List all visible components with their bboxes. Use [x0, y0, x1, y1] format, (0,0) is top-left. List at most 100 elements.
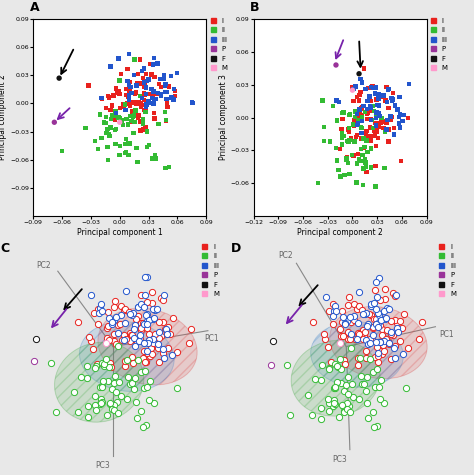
Text: C: C	[1, 242, 10, 255]
Point	[137, 291, 145, 299]
Point	[143, 310, 151, 317]
Point	[396, 337, 403, 344]
Point	[113, 89, 120, 96]
Point	[353, 111, 361, 118]
Point	[131, 99, 138, 106]
Point	[150, 54, 158, 61]
Point	[352, 83, 359, 90]
Point	[162, 117, 170, 125]
Point	[356, 331, 363, 338]
Point	[160, 75, 168, 83]
Point	[104, 92, 112, 100]
Ellipse shape	[55, 342, 144, 422]
Point	[155, 334, 163, 342]
Point	[387, 113, 394, 120]
Point	[375, 318, 383, 326]
Point	[404, 114, 412, 122]
Point	[358, 129, 365, 137]
Point	[116, 320, 124, 328]
Point	[125, 373, 132, 381]
Point	[402, 385, 410, 392]
Point	[103, 411, 110, 418]
Point	[339, 332, 346, 340]
Point	[353, 94, 361, 101]
Point	[360, 65, 368, 72]
Point	[114, 321, 121, 328]
Point	[405, 80, 412, 88]
Point	[336, 413, 343, 420]
Point	[94, 321, 102, 328]
Point	[98, 307, 105, 314]
Point	[149, 299, 156, 307]
Point	[157, 294, 164, 302]
Point	[383, 98, 391, 105]
Point	[145, 97, 152, 104]
Point	[139, 115, 146, 123]
Point	[381, 128, 389, 136]
Point	[332, 307, 340, 314]
Point	[102, 119, 109, 127]
Point	[121, 362, 129, 370]
Point	[376, 395, 384, 403]
Point	[97, 111, 104, 118]
Point	[356, 354, 364, 361]
Point	[109, 319, 116, 326]
Point	[55, 75, 63, 82]
Point	[150, 110, 158, 117]
Point	[372, 110, 380, 117]
Point	[104, 378, 112, 385]
Point	[112, 112, 120, 119]
Point	[136, 56, 144, 63]
Point	[393, 320, 401, 327]
Point	[84, 402, 91, 410]
Point	[372, 383, 379, 391]
Point	[354, 118, 361, 125]
Point	[107, 359, 114, 367]
Point	[332, 361, 339, 368]
Point	[135, 70, 142, 77]
Point	[354, 118, 361, 126]
Point	[343, 137, 351, 145]
Point	[381, 399, 388, 407]
Point	[162, 108, 169, 116]
Point	[128, 331, 135, 339]
Point	[47, 360, 55, 367]
Point	[374, 365, 381, 373]
Point	[173, 69, 181, 77]
Point	[140, 96, 148, 104]
Point	[129, 359, 137, 366]
Point	[337, 332, 345, 340]
Point	[148, 155, 156, 162]
Point	[125, 308, 133, 316]
Point	[164, 88, 171, 95]
Point	[347, 134, 355, 142]
Point	[333, 378, 340, 385]
Point	[364, 109, 371, 117]
Point	[146, 60, 154, 67]
Point	[337, 173, 344, 180]
Point	[172, 92, 179, 100]
Point	[361, 328, 369, 336]
Point	[396, 318, 404, 325]
Point	[77, 373, 84, 381]
Point	[133, 100, 140, 107]
Point	[129, 310, 137, 317]
Point	[354, 329, 361, 337]
Point	[355, 150, 362, 158]
Point	[130, 326, 137, 333]
Point	[361, 108, 369, 116]
Point	[340, 357, 348, 364]
Point	[327, 137, 334, 145]
Point	[346, 313, 354, 321]
Point	[318, 361, 326, 369]
Point	[140, 303, 148, 311]
Point	[140, 125, 147, 133]
Point	[126, 98, 134, 105]
Point	[155, 329, 163, 336]
Point	[356, 106, 364, 114]
Point	[341, 360, 349, 368]
Point	[372, 183, 379, 190]
Point	[171, 87, 179, 95]
Point	[161, 83, 169, 90]
Point	[118, 117, 125, 124]
